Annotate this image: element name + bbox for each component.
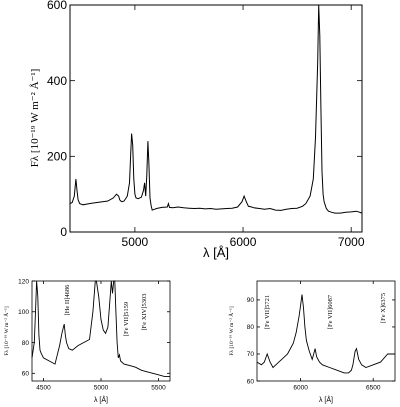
main-axis-ticks: 5000 6000 7000 0 200 400 600 xyxy=(47,0,365,249)
main-xlabel: λ [Å] xyxy=(203,245,229,260)
main-y-tick-label: 400 xyxy=(47,74,67,88)
br-y-tick-label: 60 xyxy=(247,378,255,385)
br-y-tick-label: 90 xyxy=(247,297,255,304)
main-y-tick-label: 0 xyxy=(60,225,67,239)
main-plot-frame xyxy=(69,4,363,233)
bl-x-tick-label: 5500 xyxy=(151,385,166,392)
bl-x-tick-label: 4500 xyxy=(36,385,51,392)
br-annotation-fe7b: [Fe VII]6087 xyxy=(327,294,334,329)
bl-y-tick-label: 80 xyxy=(22,340,30,347)
br-annotation-fe7a: [Fe VII]5721 xyxy=(264,295,271,329)
br-spectrum-line xyxy=(256,294,395,374)
bl-annotation-fe7: [Fe VII]5159 xyxy=(123,302,130,336)
br-y-tick-label: 70 xyxy=(247,351,255,358)
bl-xlabel: λ [Å] xyxy=(94,395,108,404)
br-y-tick-label: 80 xyxy=(247,324,255,331)
br-x-tick-label: 6500 xyxy=(366,385,381,392)
bl-ylabel: Fλ [10⁻¹⁹ W m⁻² Å⁻¹] xyxy=(2,306,10,355)
br-xlabel: λ [Å] xyxy=(319,395,333,404)
main-spectrum-line xyxy=(69,4,363,214)
bottom-left-panel: 4500 5000 5500 60 80 100 120 [He II]4686 [Fe V… xyxy=(2,278,171,404)
main-x-tick-label: 5000 xyxy=(122,235,149,249)
main-y-tick-label: 600 xyxy=(47,0,67,12)
bottom-right-panel: 6000 6500 60 70 80 90 [Fe VII]5721 [Fe VII]60… xyxy=(227,280,396,404)
bl-x-tick-label: 5000 xyxy=(94,385,109,392)
main-y-tick-label: 200 xyxy=(47,150,67,164)
bl-annotation-he2: [He II]4686 xyxy=(64,284,71,316)
bl-annotation-fe14: [Fe XIV]5303 xyxy=(141,293,148,330)
br-axis-ticks: 6000 6500 60 70 80 90 xyxy=(247,281,395,392)
main-ylabel: Fλ [10⁻¹⁹ W m⁻² Å⁻¹] xyxy=(29,69,41,168)
bl-spectrum-line xyxy=(31,280,170,377)
br-plot-frame xyxy=(256,280,396,382)
br-ylabel: Fλ [10⁻¹⁹ W m⁻² Å⁻¹] xyxy=(227,306,235,355)
main-x-tick-label: 7000 xyxy=(338,235,365,249)
bl-axis-ticks: 4500 5000 5500 60 80 100 120 xyxy=(18,278,170,392)
bl-y-tick-label: 100 xyxy=(18,309,29,316)
bl-plot-frame xyxy=(31,280,171,382)
main-x-tick-label: 6000 xyxy=(230,235,257,249)
bl-y-tick-label: 60 xyxy=(22,371,30,378)
br-annotation-fe10: [Fe X]6375 xyxy=(380,293,387,323)
br-x-tick-label: 6000 xyxy=(293,385,308,392)
bl-y-tick-label: 120 xyxy=(18,278,29,285)
main-panel: 5000 6000 7000 0 200 400 600 λ [Å] Fλ [10⁻¹⁹ W… xyxy=(29,0,365,260)
